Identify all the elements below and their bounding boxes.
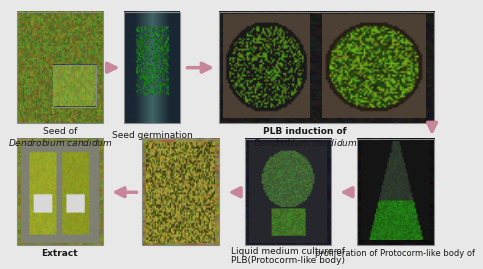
Bar (219, 12, 434, 123)
Bar (125, 12, 180, 123)
Text: proliferation of Protocorm-like body of: proliferation of Protocorm-like body of (315, 249, 475, 258)
Bar (17, 12, 103, 123)
Text: $\it{Dendrobium}$ $\it{candidum}$: $\it{Dendrobium}$ $\it{candidum}$ (8, 137, 112, 148)
Bar (17, 139, 103, 245)
Bar (245, 139, 331, 245)
Text: Seed germination: Seed germination (112, 131, 193, 140)
Bar (142, 139, 219, 245)
Text: Extract: Extract (42, 249, 78, 258)
Bar (357, 139, 434, 245)
Text: $\it{Dendrobium}$ $\it{candidum}$: $\it{Dendrobium}$ $\it{candidum}$ (253, 137, 357, 148)
Text: PLB induction of: PLB induction of (263, 127, 347, 136)
Text: PLB(Protocorm-like body): PLB(Protocorm-like body) (231, 256, 345, 266)
Text: Seed of: Seed of (43, 127, 77, 136)
Bar (54, 65, 97, 107)
Text: Liquid medium culture of: Liquid medium culture of (231, 247, 345, 256)
